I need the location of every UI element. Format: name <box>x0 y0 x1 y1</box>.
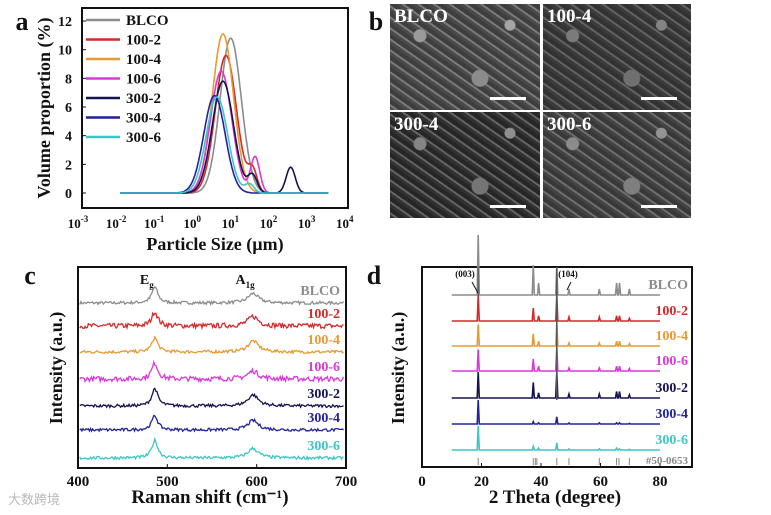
scale-bar <box>490 205 526 208</box>
peak-annotation: A1g <box>236 273 256 290</box>
arrow-104 <box>566 281 572 291</box>
sem-label: 100-4 <box>547 6 592 27</box>
y-tick-label: 12 <box>58 15 72 30</box>
series-label: 300-2 <box>307 387 340 402</box>
series-line-300-6 <box>120 96 329 194</box>
sem-image-100-4: 100-4 <box>543 4 691 110</box>
series-label: 100-2 <box>307 307 340 322</box>
watermark: 大数跨境 <box>8 493 61 508</box>
x-tick-label: 10-3 <box>68 214 89 231</box>
y-tick-label: 0 <box>65 187 72 202</box>
x-tick-label: 40 <box>534 474 549 490</box>
x-tick-label: 104 <box>336 214 354 231</box>
x-tick-label: 700 <box>335 474 358 490</box>
series-label: 300-4 <box>655 407 688 422</box>
scale-bar <box>490 97 526 100</box>
y-tick-label: 6 <box>65 101 72 116</box>
panel-label-b: b <box>369 7 383 36</box>
peak-annotation: Eg <box>140 273 154 290</box>
sem-image-blco: BLCO <box>390 4 540 110</box>
plot-frame-a <box>81 7 349 209</box>
panel-label-d: d <box>367 261 382 290</box>
y-axis-label: Intensity (a.u.) <box>46 312 67 425</box>
sem-image-300-6: 300-6 <box>543 112 691 218</box>
legend-label: 100-4 <box>126 52 161 68</box>
x-tick-label: 10-1 <box>144 214 165 231</box>
series-label: 100-6 <box>655 354 688 369</box>
series-label: 100-2 <box>655 304 688 319</box>
series-line-BLCO <box>451 234 660 296</box>
x-tick-label: 0 <box>418 474 426 490</box>
legend-label: 300-2 <box>126 91 161 107</box>
x-tick-label: 101 <box>222 214 240 231</box>
y-tick-label: 8 <box>65 72 72 87</box>
series-label: 300-6 <box>655 433 688 448</box>
x-tick-label: 600 <box>245 474 268 490</box>
scale-bar <box>641 97 677 100</box>
sem-label: 300-6 <box>547 114 592 135</box>
series-line-100-6 <box>451 346 660 372</box>
x-axis-label: 2 Theta (degree) <box>489 487 621 508</box>
x-tick-label: 102 <box>260 214 278 231</box>
series-line-100-4 <box>79 335 344 355</box>
series-label: 100-4 <box>307 333 340 348</box>
x-axis-label: Particle Size (µm) <box>146 234 283 255</box>
series-label: BLCO <box>648 278 688 293</box>
series-line-100-4 <box>451 321 660 347</box>
series-label: 300-2 <box>655 381 688 396</box>
y-tick-label: 4 <box>65 130 72 145</box>
series-label: 300-4 <box>307 411 340 426</box>
legend-label: 300-6 <box>126 130 161 146</box>
series-line-300-2 <box>451 371 660 399</box>
x-tick-label: 100 <box>184 214 202 231</box>
peak-annotation-003: (003) <box>455 269 475 279</box>
sem-label: BLCO <box>394 6 448 27</box>
peak-annotation-104: (104) <box>558 269 578 279</box>
y-tick-label: 10 <box>58 44 72 59</box>
x-tick-label: 103 <box>298 214 316 231</box>
sem-image-300-4: 300-4 <box>390 112 540 218</box>
x-axis-label: Raman shift (cm⁻¹) <box>131 487 288 508</box>
legend-label: 300-4 <box>126 111 161 127</box>
arrow-003 <box>471 281 479 294</box>
series-line-300-4 <box>451 399 660 425</box>
series-line-300-4 <box>79 414 344 433</box>
series-line-BLCO <box>79 286 345 306</box>
legend-label: 100-6 <box>126 72 161 88</box>
x-tick-label: 80 <box>653 474 668 490</box>
x-tick-label: 60 <box>593 474 608 490</box>
panel-label-c: c <box>24 261 36 290</box>
series-label: 300-6 <box>307 439 340 454</box>
series-label: 100-4 <box>655 329 688 344</box>
y-tick-label: 2 <box>65 158 72 173</box>
series-line-300-6 <box>451 425 660 451</box>
series-line-100-6 <box>79 359 345 384</box>
series-label: 100-6 <box>307 360 340 375</box>
legend-label: BLCO <box>126 13 169 29</box>
series-line-100-2 <box>79 311 344 331</box>
series-line-300-6 <box>79 436 344 461</box>
reference-label: #50-0653 <box>646 455 689 467</box>
sem-label: 300-4 <box>394 114 439 135</box>
series-label: BLCO <box>300 284 340 299</box>
scale-bar <box>641 205 677 208</box>
x-tick-label: 10-2 <box>106 214 127 231</box>
x-tick-label: 500 <box>156 474 179 490</box>
y-axis-label: Volume proportion (%) <box>34 17 55 198</box>
x-tick-label: 20 <box>474 474 489 490</box>
panel-label-a: a <box>16 7 29 36</box>
series-line-100-2 <box>451 294 660 322</box>
legend-label: 100-2 <box>126 33 161 49</box>
plot-frame-c <box>77 266 347 469</box>
x-tick-label: 400 <box>67 474 90 490</box>
series-line-300-2 <box>79 387 344 409</box>
y-axis-label: Intensity (a.u.) <box>388 312 409 425</box>
